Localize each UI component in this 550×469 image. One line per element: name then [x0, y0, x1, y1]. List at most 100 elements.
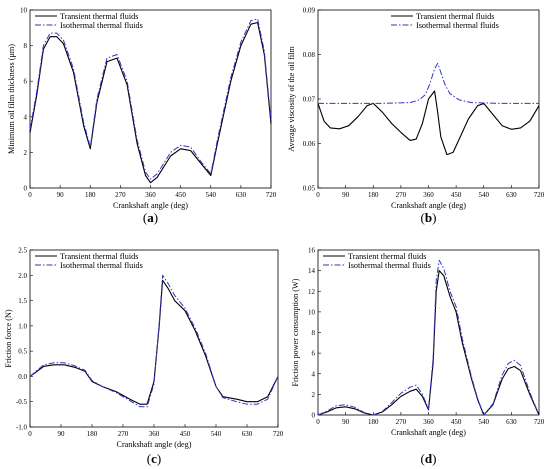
x-tick-label: 180	[85, 191, 96, 199]
y-tick-label: 10	[20, 7, 28, 15]
y-tick-label: 1.0	[18, 322, 27, 330]
x-axis-label: Crankshaft angle (deg)	[116, 440, 191, 449]
x-tick-label: 0	[316, 191, 320, 199]
y-tick-label: 2.0	[18, 272, 27, 280]
series-line-transient	[317, 270, 540, 416]
panel-label: (b)	[421, 210, 437, 225]
x-tick-label: 0	[28, 191, 32, 199]
chart-panel-c: 0 90 180 270 360 450 540 630 720 -1.0 -0.5 0.0 0.5 1.…	[4, 247, 284, 467]
y-axis-label: Average viscosity of the oil film	[287, 46, 296, 152]
x-tick-label: 630	[506, 191, 517, 199]
x-tick-label: 180	[368, 418, 379, 426]
x-tick-label: 90	[57, 191, 65, 199]
x-tick-label: 540	[479, 418, 490, 426]
y-tick-label: 1.5	[18, 297, 27, 305]
x-tick-label: 720	[534, 418, 545, 426]
chart-panel-b: 0 90 180 270 360 450 540 630 720 0.05 0.06 0.07 0.08…	[287, 7, 545, 226]
x-tick-label: 630	[506, 418, 517, 426]
x-axis-label: Crankshaft angle (deg)	[113, 201, 188, 210]
legend-entry: Transient thermal fluids	[60, 12, 138, 21]
x-tick-label: 90	[58, 430, 66, 438]
legend-entry: Isothermal thermal fluids	[348, 261, 431, 270]
plot-frame	[317, 249, 540, 416]
y-tick-label: 8	[24, 42, 28, 50]
panel-label: (c)	[147, 451, 161, 466]
series-line-isothermal	[29, 18, 272, 180]
x-tick-label: 360	[423, 418, 434, 426]
y-axis-label: Friction force (N)	[4, 309, 13, 367]
y-tick-label: -0.5	[16, 398, 28, 406]
y-tick-label: 2	[24, 149, 28, 157]
series-line-isothermal	[318, 62, 539, 104]
y-tick-label: 0	[24, 185, 28, 193]
x-tick-label: 270	[396, 191, 407, 199]
x-tick-label: 360	[149, 430, 160, 438]
legend-entry: Isothermal thermal fluids	[416, 21, 499, 30]
x-axis-label: Crankshaft angle (deg)	[391, 428, 466, 437]
x-tick-label: 0	[316, 418, 320, 426]
x-tick-label: 270	[118, 430, 129, 438]
series-line-isothermal	[317, 259, 540, 416]
chart-panel-a: 0 90 180 270 360 450 540 630 720 0 2 4 6 8 10 Crankshaf…	[7, 7, 277, 226]
y-tick-label: 6	[312, 350, 316, 358]
x-tick-label: 90	[342, 191, 350, 199]
y-tick-label: 0.05	[303, 185, 316, 193]
y-tick-label: -1.0	[16, 424, 28, 432]
series-line-transient	[29, 279, 279, 405]
series-line-transient	[317, 90, 540, 156]
panel-label: (d)	[421, 451, 437, 466]
x-tick-label: 360	[145, 191, 156, 199]
x-tick-label: 540	[479, 191, 490, 199]
x-tick-label: 450	[451, 418, 462, 426]
y-tick-label: 4	[312, 370, 316, 378]
y-tick-label: 2	[312, 391, 316, 399]
x-tick-label: 720	[534, 191, 545, 199]
y-tick-label: 0.5	[18, 348, 27, 356]
panel-label: (a)	[143, 210, 158, 225]
series-line-transient	[29, 21, 272, 184]
legend-entry: Transient thermal fluids	[348, 252, 426, 261]
x-tick-label: 180	[368, 191, 379, 199]
y-tick-label: 2.5	[18, 247, 27, 255]
legend-entry: Isothermal thermal fluids	[60, 261, 143, 270]
x-tick-label: 0	[28, 430, 32, 438]
y-tick-label: 4	[24, 113, 28, 121]
x-tick-label: 630	[242, 430, 253, 438]
series-line-isothermal	[29, 274, 279, 408]
y-tick-label: 0.0	[18, 373, 27, 381]
chart-panel-d: 0 90 180 270 360 450 540 630 720 0 2 4 6 8 10 12 14 16 Cra…	[291, 247, 545, 467]
y-tick-label: 0.08	[303, 51, 316, 59]
y-axis-label: Minimum oil film thickness (μm)	[7, 44, 16, 154]
x-tick-label: 90	[342, 418, 350, 426]
y-tick-label: 0.07	[303, 96, 316, 104]
x-tick-label: 270	[396, 418, 407, 426]
y-tick-label: 12	[308, 288, 316, 296]
y-axis-label: Friction power consumption (W)	[291, 278, 300, 386]
x-tick-label: 720	[266, 191, 277, 199]
x-tick-label: 180	[87, 430, 98, 438]
legend-entry: Transient thermal fluids	[416, 12, 494, 21]
legend-entry: Isothermal thermal fluids	[60, 21, 143, 30]
y-tick-label: 16	[308, 247, 316, 255]
x-tick-label: 630	[236, 191, 247, 199]
x-tick-label: 450	[175, 191, 186, 199]
x-axis-label: Crankshaft angle (deg)	[391, 201, 466, 210]
y-tick-label: 14	[308, 267, 316, 275]
x-tick-label: 540	[206, 191, 217, 199]
y-tick-label: 0.09	[303, 7, 316, 15]
x-tick-label: 540	[211, 430, 222, 438]
x-tick-label: 270	[115, 191, 126, 199]
x-tick-label: 360	[423, 191, 434, 199]
x-tick-label: 720	[273, 430, 284, 438]
x-tick-label: 450	[451, 191, 462, 199]
y-tick-label: 10	[308, 308, 316, 316]
y-tick-label: 0.06	[303, 140, 316, 148]
plot-frame	[29, 9, 272, 189]
y-tick-label: 0	[312, 412, 316, 420]
y-tick-label: 6	[24, 78, 28, 86]
